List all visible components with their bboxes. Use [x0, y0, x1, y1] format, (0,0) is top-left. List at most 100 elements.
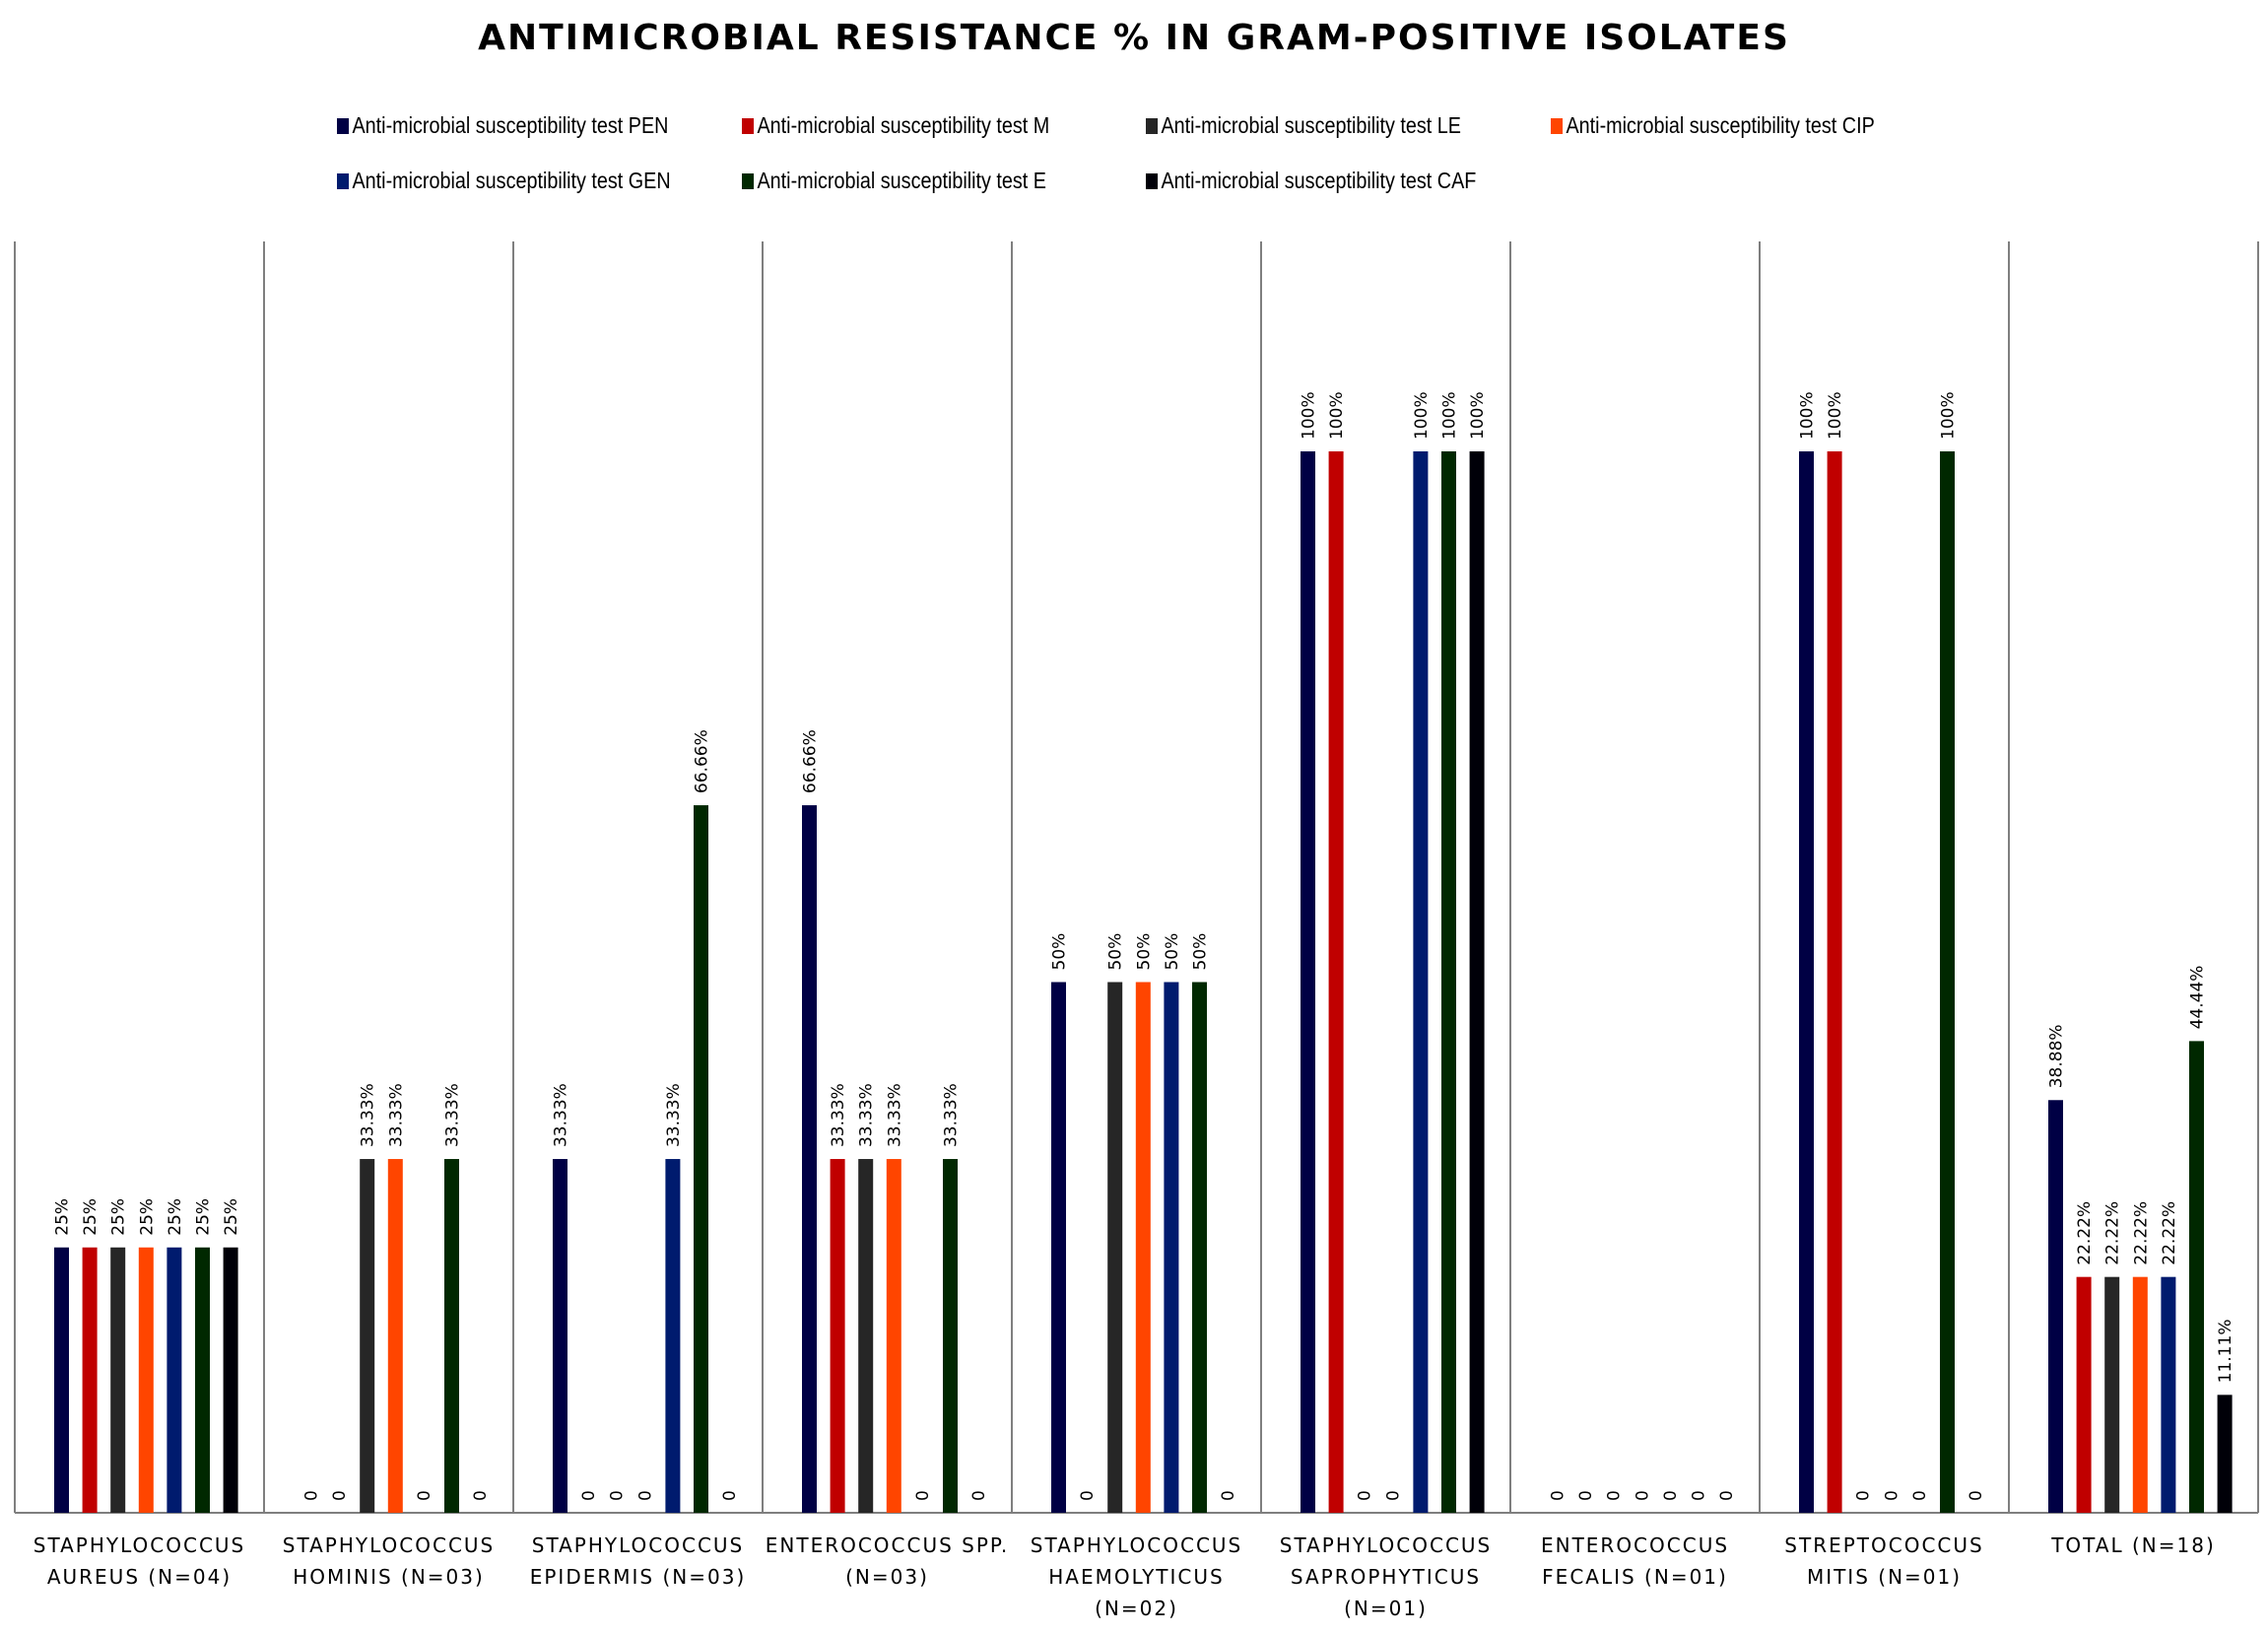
data-label: 33.33%	[885, 1083, 904, 1147]
data-label: 100%	[1412, 391, 1432, 440]
data-label: 100%	[1468, 391, 1488, 440]
legend-item-gen: Anti-microbial susceptibility test GEN	[337, 168, 671, 194]
category-label: AUREUS (N=04)	[47, 1565, 232, 1589]
category-label: (N=02)	[1095, 1597, 1178, 1620]
data-label: 0	[635, 1490, 655, 1501]
bar	[1799, 451, 1814, 1513]
data-label: 25%	[81, 1198, 100, 1236]
data-label: 25%	[194, 1198, 214, 1236]
data-label: 0	[579, 1490, 599, 1501]
data-label: 50%	[1106, 933, 1126, 971]
bar	[943, 1159, 958, 1513]
legend-label: Anti-microbial susceptibility test GEN	[352, 168, 671, 193]
legend-item-e: Anti-microbial susceptibility test E	[742, 168, 1046, 194]
data-label: 50%	[1134, 933, 1154, 971]
data-label: 100%	[1327, 391, 1347, 440]
data-label: 0	[1910, 1490, 1930, 1501]
data-label: 33.33%	[664, 1083, 684, 1147]
bar	[830, 1159, 845, 1513]
bar	[553, 1159, 567, 1513]
category-label: ENTEROCOCCUS	[1541, 1533, 1729, 1557]
bar	[2161, 1276, 2176, 1513]
data-label: 0	[969, 1490, 989, 1501]
data-label: 66.66%	[801, 729, 821, 793]
legend-swatch	[742, 118, 755, 134]
data-label: 25%	[166, 1198, 185, 1236]
bar	[665, 1159, 681, 1513]
data-label: 33.33%	[942, 1083, 962, 1147]
data-label: 0	[302, 1490, 322, 1501]
data-label: 22.22%	[2103, 1201, 2123, 1265]
data-label: 100%	[1939, 391, 1959, 440]
bar	[1827, 451, 1842, 1513]
data-label: 66.66%	[693, 729, 712, 793]
bar	[694, 805, 708, 1513]
legend-item-m: Anti-microbial susceptibility test M	[742, 112, 1049, 139]
data-label: 0	[1078, 1490, 1098, 1501]
bar	[2217, 1395, 2233, 1513]
legend-swatch	[742, 173, 755, 189]
data-label: 0	[1549, 1490, 1568, 1501]
bar	[1051, 982, 1066, 1513]
data-label: 0	[720, 1490, 740, 1501]
data-label: 25%	[222, 1198, 241, 1236]
data-label: 11.11%	[2216, 1320, 2235, 1384]
category-label: SAPROPHYTICUS	[1291, 1565, 1481, 1589]
bar	[1107, 982, 1123, 1513]
chart-title: ANTIMICROBIAL RESISTANCE % IN GRAM-POSIT…	[478, 18, 1790, 58]
bar	[195, 1247, 210, 1513]
bar	[167, 1247, 182, 1513]
category-label: FECALIS (N=01)	[1542, 1565, 1728, 1589]
legend-label: Anti-microbial susceptibility test CAF	[1161, 168, 1477, 193]
legend-swatch	[337, 173, 350, 189]
bar	[2048, 1100, 2063, 1513]
data-label: 44.44%	[2188, 966, 2208, 1030]
bar	[2104, 1276, 2120, 1513]
data-label: 22.22%	[2160, 1201, 2179, 1265]
bar	[1441, 451, 1456, 1513]
data-label: 0	[1717, 1490, 1737, 1501]
bar	[802, 805, 817, 1513]
bar	[2132, 1276, 2148, 1513]
category-label: STAPHYLOCOCCUS	[283, 1533, 496, 1557]
category-label: TOTAL (N=18)	[2050, 1533, 2216, 1557]
data-label: 22.22%	[2075, 1201, 2095, 1265]
data-label: 0	[330, 1490, 350, 1501]
data-label: 38.88%	[2047, 1024, 2067, 1088]
category-label: (N=01)	[1344, 1597, 1428, 1620]
data-label: 0	[1633, 1490, 1652, 1501]
data-label: 0	[1661, 1490, 1681, 1501]
legend-label: Anti-microbial susceptibility test CIP	[1566, 112, 1875, 138]
legend-item-cip: Anti-microbial susceptibility test CIP	[1551, 112, 1875, 139]
data-label: 33.33%	[829, 1083, 848, 1147]
category-label: ENTEROCOCCUS SPP.	[766, 1533, 1009, 1557]
bar	[110, 1247, 126, 1513]
bar	[1413, 451, 1429, 1513]
legend-swatch	[1146, 118, 1159, 134]
legend-swatch	[1146, 173, 1159, 189]
data-label: 0	[1854, 1490, 1874, 1501]
category-label: STAPHYLOCOCCUS	[1031, 1533, 1243, 1557]
legend-label: Anti-microbial susceptibility test M	[757, 112, 1050, 138]
bar	[444, 1159, 459, 1513]
bar	[2189, 1041, 2204, 1513]
category-label: MITIS (N=01)	[1807, 1565, 1962, 1589]
bar	[54, 1247, 69, 1513]
category-label: HAEMOLYTICUS	[1048, 1565, 1224, 1589]
bar	[1328, 451, 1344, 1513]
data-label: 0	[1882, 1490, 1901, 1501]
data-label: 0	[415, 1490, 434, 1501]
data-label: 0	[913, 1490, 933, 1501]
legend-item-le: Anti-microbial susceptibility test LE	[1146, 112, 1461, 139]
bar	[1164, 982, 1179, 1513]
data-label: 33.33%	[359, 1083, 378, 1147]
data-label: 50%	[1050, 933, 1070, 971]
data-label: 0	[1605, 1490, 1625, 1501]
bar	[82, 1247, 98, 1513]
data-label: 0	[1576, 1490, 1596, 1501]
data-label: 0	[471, 1490, 491, 1501]
data-label: 33.33%	[552, 1083, 571, 1147]
legend-label: Anti-microbial susceptibility test LE	[1161, 112, 1461, 138]
data-label: 100%	[1826, 391, 1845, 440]
